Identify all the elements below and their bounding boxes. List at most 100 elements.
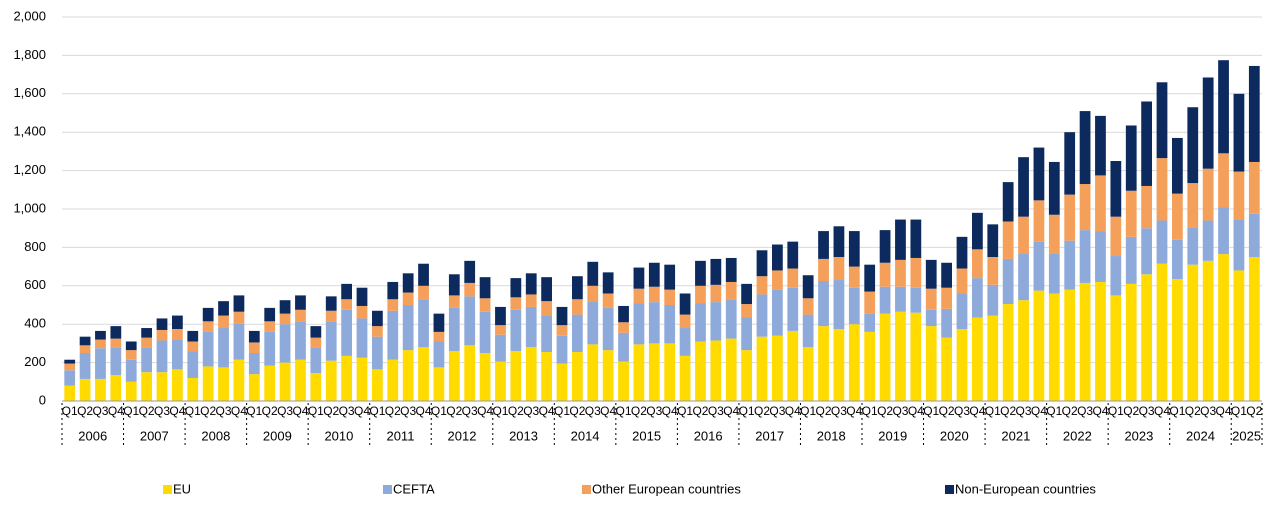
x-tick-label: Q2: [508, 404, 524, 418]
bar-segment: [802, 275, 814, 299]
bar-segment: [510, 309, 522, 352]
y-tick-label: 1,000: [13, 200, 46, 215]
x-tick-label: Q1: [369, 404, 385, 418]
bar-segment: [787, 330, 799, 401]
bar-segment: [679, 293, 691, 315]
bar-segment: [1125, 190, 1137, 237]
year-label: 2024: [1186, 428, 1215, 443]
x-tick-label: Q3: [1200, 404, 1216, 418]
bar-segment: [341, 309, 352, 356]
year-label: 2021: [1001, 428, 1030, 443]
bar-segment: [202, 307, 214, 322]
bar-segment: [987, 224, 999, 257]
bar-segment: [1172, 239, 1183, 280]
bar-segment: [725, 299, 737, 339]
bar-segment: [925, 309, 937, 327]
bar-segment: [895, 311, 906, 401]
bar-segment: [925, 288, 937, 310]
year-label: 2025: [1232, 428, 1261, 443]
x-tick-label: Q4: [1154, 404, 1170, 418]
bar-segment: [141, 372, 152, 401]
bar-segment: [879, 262, 891, 287]
y-tick-label: 1,200: [13, 162, 46, 177]
x-tick-label: Q4: [908, 404, 924, 418]
bar-segment: [479, 277, 491, 299]
y-tick-label: 0: [39, 392, 46, 407]
bar-segment: [264, 321, 276, 332]
x-tick-label: Q2: [877, 404, 893, 418]
x-tick-label: Q3: [708, 404, 724, 418]
bar-segment: [572, 314, 583, 353]
bar-segment: [541, 277, 552, 302]
y-tick-label: 1,400: [13, 124, 46, 139]
x-tick-label: Q2: [1246, 404, 1262, 418]
bar-segment: [772, 270, 783, 290]
x-tick-label: Q4: [539, 404, 555, 418]
bar-segment: [495, 306, 506, 326]
x-tick-label: Q4: [1216, 404, 1232, 418]
bar-segment: [1033, 200, 1045, 242]
bar-segment: [187, 330, 199, 342]
bar-segment: [110, 338, 122, 348]
x-tick-label: Q4: [969, 404, 985, 418]
bar-segment: [987, 257, 999, 285]
bar-segment: [1218, 254, 1229, 401]
bar-segment: [1202, 220, 1214, 261]
bar-segment: [479, 298, 491, 312]
bar-segment: [387, 359, 399, 401]
bar-segment: [233, 323, 245, 360]
bar-segment: [1156, 158, 1168, 221]
x-tick-label: Q3: [154, 404, 170, 418]
bar-segment: [1079, 230, 1091, 283]
bar-segment: [710, 302, 722, 341]
bar-segment: [741, 283, 752, 305]
x-tick-label: Q4: [416, 404, 432, 418]
bar-segment: [1202, 77, 1214, 169]
bar-segment: [64, 363, 76, 371]
x-tick-label: Q2: [200, 404, 216, 418]
bar-segment: [1095, 175, 1106, 232]
bar-segment: [802, 298, 814, 315]
x-tick-label: Q1: [1046, 404, 1062, 418]
bar-segment: [556, 335, 568, 364]
bar-segment: [602, 307, 614, 351]
bar-segment: [464, 260, 476, 283]
bar-segment: [495, 361, 506, 401]
bar-segment: [1125, 283, 1137, 401]
bar-segment: [664, 264, 676, 290]
bar-segment: [1048, 253, 1060, 294]
bar-segment: [279, 313, 291, 325]
bar-segment: [941, 262, 952, 288]
bar-segment: [310, 337, 322, 348]
bar-segment: [1002, 258, 1014, 305]
bar-segment: [787, 287, 799, 331]
year-label: 2017: [755, 428, 784, 443]
bar-segment: [402, 305, 414, 351]
bar-segment: [1110, 295, 1122, 401]
bar-segment: [141, 328, 152, 338]
x-tick-label: Q4: [169, 404, 185, 418]
bar-segment: [1233, 219, 1245, 271]
x-tick-label: Q1: [677, 404, 693, 418]
bar-segment: [633, 267, 645, 289]
bar-segment: [125, 381, 137, 401]
bar-segment: [541, 301, 552, 316]
bar-segment: [956, 268, 968, 294]
x-tick-label: Q4: [292, 404, 308, 418]
bar-segment: [218, 328, 229, 368]
bar-segment: [972, 212, 983, 250]
bar-segment: [433, 331, 445, 342]
bar-segment: [325, 310, 337, 322]
bar-segment: [1048, 161, 1060, 215]
x-tick-label: Q3: [216, 404, 232, 418]
x-tick-label: Q2: [631, 404, 647, 418]
bar-segment: [1248, 213, 1260, 257]
x-tick-label: Q2: [1123, 404, 1139, 418]
year-label: 2011: [386, 428, 414, 443]
bar-segment: [956, 236, 968, 269]
bar-segment: [510, 297, 522, 310]
x-tick-label: Q3: [277, 404, 293, 418]
x-tick-label: Q1: [616, 404, 632, 418]
x-tick-label: Q2: [77, 404, 93, 418]
bar-segment: [541, 315, 552, 353]
